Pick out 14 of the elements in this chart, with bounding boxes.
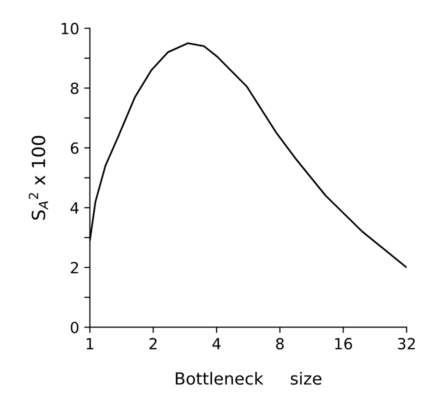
x-tick-label: 1 <box>86 338 94 350</box>
y-tick-label: 4 <box>70 202 79 214</box>
y-tick-label: 6 <box>70 142 78 154</box>
x-tick-label: 4 <box>212 338 221 350</box>
x-tick-label: 2 <box>149 338 157 350</box>
y-tick-label: 0 <box>70 322 78 334</box>
x-tick-label: 16 <box>335 338 352 350</box>
y-tick-label: 2 <box>70 262 78 274</box>
y-tick-label: 10 <box>62 22 78 34</box>
y-tick-label: 8 <box>70 82 78 94</box>
x-tick-label: 32 <box>398 338 415 350</box>
x-tick-label: 8 <box>276 338 284 350</box>
y-axis-title: S$_{A}$$^{2}$ x 100 <box>28 136 48 220</box>
x-axis-title: Bottleneck size <box>176 372 322 385</box>
